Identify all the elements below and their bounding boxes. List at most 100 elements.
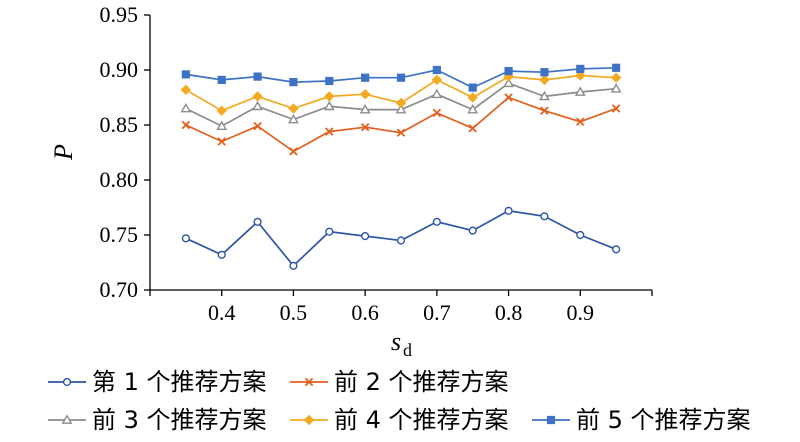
data-point: [323, 100, 335, 111]
data-point: [396, 236, 406, 245]
x-tick-label: 0.5: [280, 300, 308, 325]
data-point: [540, 106, 549, 115]
data-point: [361, 73, 370, 82]
data-point: [468, 83, 477, 92]
data-point: [610, 83, 622, 93]
x-axis-label-main: s: [391, 327, 401, 356]
data-point: [504, 93, 513, 102]
data-point: [217, 250, 226, 259]
data-point: [396, 73, 406, 82]
series-1: [181, 206, 621, 270]
x-axis-label-subscript: d: [403, 340, 412, 360]
legend-item-4: 前 4 个推荐方案: [290, 406, 509, 434]
series-2: [181, 93, 621, 156]
x-axis-label: s d: [391, 327, 412, 360]
data-point: [395, 103, 407, 114]
data-point: [304, 377, 314, 387]
data-point: [431, 74, 443, 86]
data-point: [395, 97, 407, 109]
data-point: [216, 105, 227, 116]
data-point: [180, 84, 192, 96]
legend-item-5: 前 5 个推荐方案: [532, 406, 751, 434]
data-point: [181, 70, 190, 79]
y-tick-label: 0.80: [100, 167, 139, 192]
data-point: [396, 128, 406, 137]
data-point: [504, 206, 513, 215]
axes: 0.70 0.75 0.80 0.85 0.90 0.95 0.4 0.5 0.6 0.7 0.8 0…: [100, 2, 653, 325]
data-point: [289, 78, 298, 87]
data-point: [289, 261, 298, 270]
data-point: [468, 124, 477, 133]
data-point: [360, 122, 370, 132]
data-point: [432, 65, 441, 75]
data-point: [610, 72, 622, 83]
data-point: [181, 120, 191, 130]
x-tick-label: 0.7: [423, 300, 451, 325]
data-point: [432, 108, 442, 118]
data-point: [181, 234, 190, 243]
data-point: [539, 74, 550, 86]
y-tick-label: 0.70: [100, 277, 139, 302]
legend-item-1: 第 1 个推荐方案: [48, 368, 267, 396]
data-point: [252, 100, 263, 111]
data-point-stroke: [396, 128, 406, 137]
series-5: [181, 63, 621, 92]
legend-label: 前 4 个推荐方案: [334, 406, 509, 434]
y-axis-label: P: [49, 144, 78, 161]
data-point: [576, 117, 585, 126]
legend-label: 前 2 个推荐方案: [334, 368, 509, 396]
data-point: [61, 414, 73, 424]
legend-label: 前 3 个推荐方案: [92, 406, 267, 434]
data-point: [611, 104, 621, 113]
data-point: [325, 227, 334, 236]
data-point: [325, 127, 334, 136]
x-tick-label: 0.9: [567, 300, 595, 325]
data-point-stroke: [540, 106, 549, 115]
data-point: [576, 64, 585, 74]
data-point-stroke: [181, 120, 191, 130]
data-point: [324, 91, 335, 102]
data-point: [253, 72, 262, 81]
x-tick-label: 0.6: [351, 300, 379, 325]
data-point: [612, 245, 621, 254]
data-point: [288, 103, 299, 114]
data-point-stroke: [468, 124, 477, 133]
data-point-stroke: [360, 122, 370, 132]
data-point: [546, 415, 556, 425]
data-point: [359, 103, 371, 114]
data-point: [468, 226, 477, 235]
y-tick-label: 0.85: [100, 112, 139, 137]
y-tick-label: 0.90: [100, 57, 139, 82]
data-point: [467, 103, 479, 114]
data-point: [217, 75, 226, 85]
data-point-stroke: [325, 127, 334, 136]
data-point: [325, 76, 334, 86]
legend-item-2: 前 2 个推荐方案: [290, 368, 509, 396]
plot-area: [180, 63, 622, 270]
y-tick-label: 0.75: [100, 222, 139, 247]
data-point: [540, 68, 549, 77]
series-3: [180, 77, 622, 131]
data-point-stroke: [253, 121, 262, 131]
x-tick-label: 0.4: [208, 300, 236, 325]
data-point: [217, 137, 226, 146]
data-point: [361, 232, 370, 241]
data-point: [576, 230, 585, 240]
data-point-stroke: [576, 117, 585, 126]
legend-item-3: 前 3 个推荐方案: [48, 406, 267, 434]
data-point: [467, 92, 478, 103]
data-point: [253, 121, 262, 131]
data-point: [574, 86, 586, 96]
x-tick-label: 0.8: [495, 300, 523, 325]
data-point-stroke: [432, 108, 442, 118]
data-point: [432, 217, 441, 226]
data-point-stroke: [289, 147, 298, 156]
legend-label: 前 5 个推荐方案: [576, 406, 751, 434]
data-point: [253, 217, 262, 226]
series-4: [180, 70, 622, 116]
data-point-stroke: [611, 104, 621, 113]
data-point: [612, 63, 621, 72]
data-point: [252, 91, 263, 102]
